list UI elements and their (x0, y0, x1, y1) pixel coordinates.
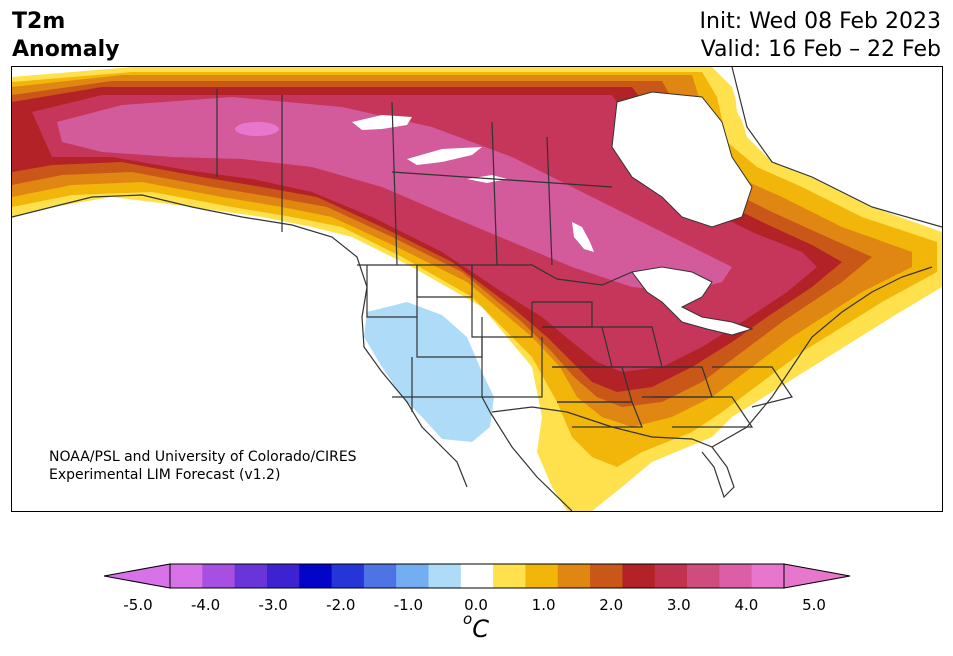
colorbar-segment (266, 564, 300, 588)
colorbar-border (169, 563, 785, 589)
lake-winnipeg (572, 222, 594, 252)
chart-title: T2m Anomaly (12, 8, 119, 64)
valid-date: Valid: 16 Feb – 22 Feb (700, 37, 941, 62)
colorbar-segment (331, 564, 365, 588)
colorbar-tick-label: 2.0 (599, 596, 624, 614)
title-line-2: Anomaly (12, 37, 120, 62)
units-superscript: o (463, 610, 473, 628)
contour-magenta-red (32, 95, 817, 372)
credit-line-1: NOAA/PSL and University of Colorado/CIRE… (49, 449, 357, 465)
great-slave-lake (352, 115, 412, 130)
units-base: C (472, 615, 489, 643)
colorbar-segment (525, 564, 559, 588)
colorbar-tick-label: 1.0 (531, 596, 556, 614)
colorbar-segment (170, 564, 203, 588)
colorbar-segment (460, 564, 494, 588)
init-date: Init: Wed 08 Feb 2023 (699, 9, 941, 34)
anomaly-map (12, 67, 942, 511)
colorbar-segment (234, 564, 268, 588)
colorbar-tick-label: 5.0 (802, 596, 826, 614)
colorbar-svg (103, 563, 851, 589)
title-line-1: T2m (12, 9, 66, 34)
map-panel (11, 66, 943, 512)
great-lakes (631, 266, 754, 336)
borders (12, 67, 942, 511)
colorbar-segment (557, 564, 591, 588)
colorbar-segment (428, 564, 462, 588)
colorbar-segment (493, 564, 526, 588)
colorbar-segment (622, 564, 656, 588)
contour-neutral-ne (732, 67, 942, 217)
colorbar-tick-label: -1.0 (393, 596, 424, 614)
hudson-bay (611, 91, 753, 228)
colorbar-segment (590, 564, 623, 588)
colorbar-segment (299, 564, 333, 588)
colorbar-tick-label: 0.0 (464, 596, 488, 614)
colorbar-tick-label: 3.0 (666, 596, 691, 614)
colorbar-extend-low (103, 563, 171, 589)
colorbar-segment (363, 564, 397, 588)
contour-cool-sw (364, 302, 494, 442)
colorbar (103, 563, 851, 589)
date-info: Init: Wed 08 Feb 2023 Valid: 16 Feb – 22… (700, 8, 941, 64)
colorbar-tick-label: -3.0 (258, 596, 288, 614)
units-label: oC (463, 610, 489, 643)
contour-pink (57, 97, 732, 292)
colorbar-extend-high (783, 563, 851, 589)
colorbar-segment (687, 564, 720, 588)
colorbar-tick-label: 4.0 (734, 596, 759, 614)
colorbar-segment (719, 564, 753, 588)
colorbar-segment (654, 564, 688, 588)
credit-text: NOAA/PSL and University of Colorado/CIRE… (49, 448, 357, 484)
colorbar-tick-label: -5.0 (123, 596, 153, 614)
colorbar-tick-label: -2.0 (326, 596, 356, 614)
contour-hotspot (235, 122, 279, 136)
colorbar-segment (202, 564, 236, 588)
colorbar-segment (751, 564, 785, 588)
colorbar-segment (396, 564, 430, 588)
colorbar-tick-label: -4.0 (190, 596, 221, 614)
great-bear-lake (407, 147, 482, 165)
credit-line-2: Experimental LIM Forecast (v1.2) (49, 467, 281, 483)
